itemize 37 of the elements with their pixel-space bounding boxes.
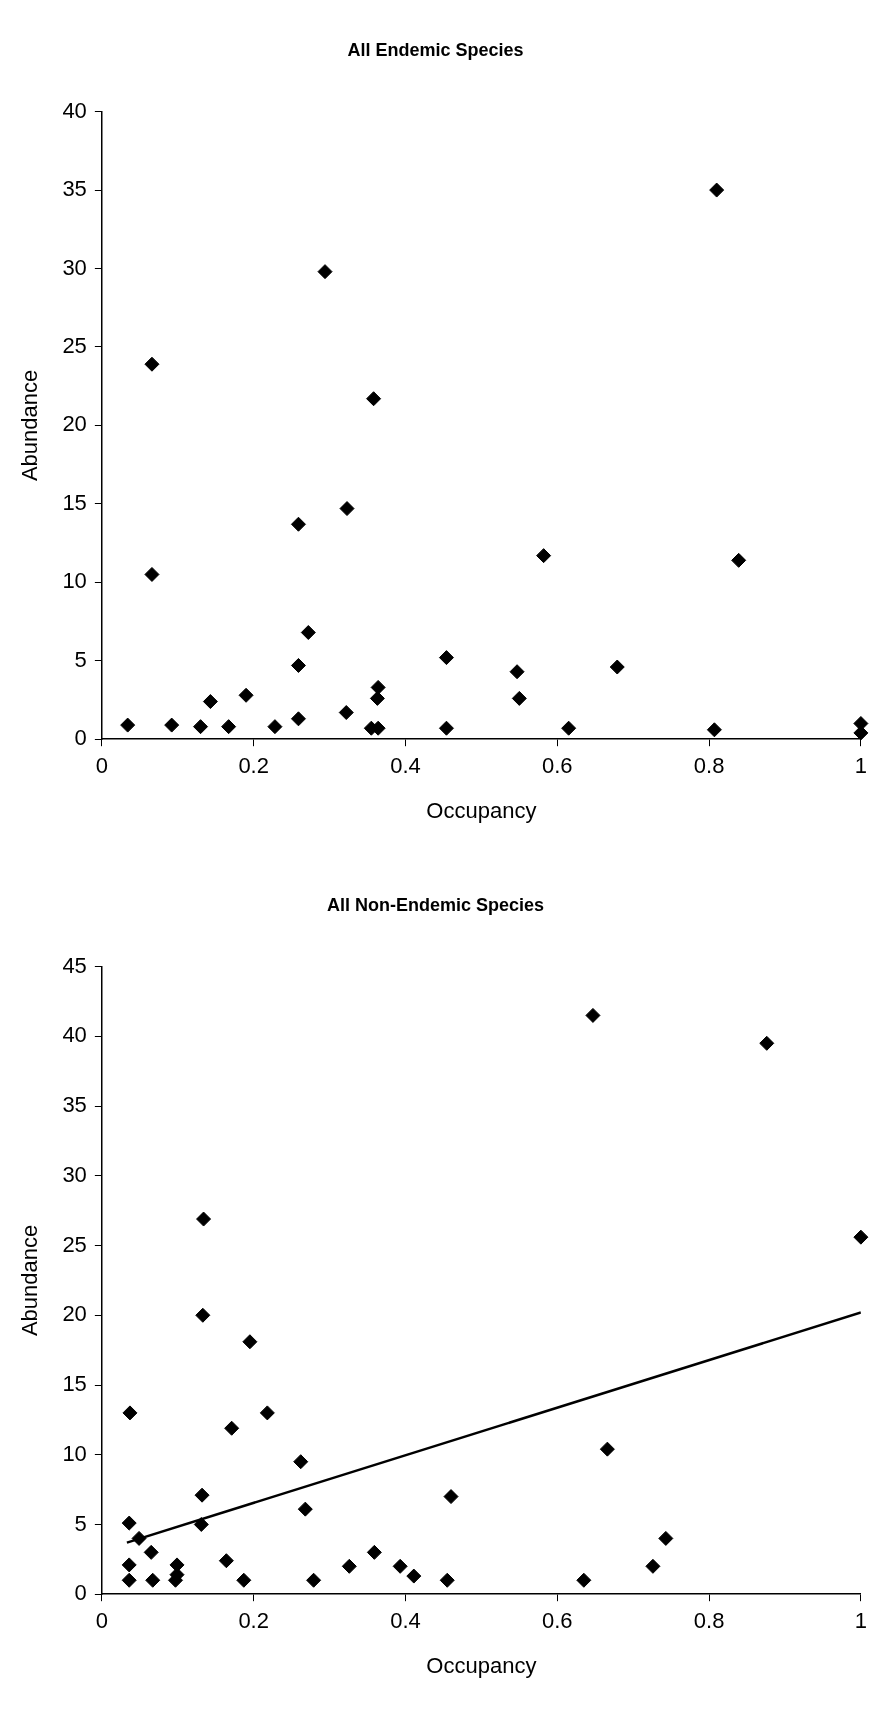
x-tick-label: 0.4 — [390, 753, 421, 779]
y-tick-label: 40 — [62, 1022, 87, 1048]
chart-title: All Non-Endemic Species — [326, 894, 545, 915]
y-tick-label: 40 — [62, 97, 87, 123]
x-tick-label: 0 — [95, 1608, 108, 1634]
x-tick-label: 0.2 — [238, 753, 269, 779]
y-tick-label: 45 — [62, 952, 87, 978]
y-tick-label: 30 — [62, 254, 87, 280]
y-tick-label: 10 — [62, 568, 87, 594]
y-tick-label: 5 — [74, 646, 87, 672]
y-tick-label: 30 — [62, 1161, 87, 1187]
y-tick-label: 25 — [62, 1231, 87, 1257]
y-axis-title: Abundance — [17, 369, 43, 482]
y-tick-label: 5 — [74, 1510, 87, 1536]
y-tick-label: 20 — [62, 411, 87, 437]
x-tick-label: 0.8 — [693, 753, 725, 779]
x-tick-label: 1 — [854, 1608, 868, 1634]
y-tick-label: 35 — [62, 1092, 87, 1118]
y-tick-label: 25 — [62, 333, 87, 359]
chart-title: All Endemic Species — [347, 39, 524, 60]
x-tick-label: 0.6 — [541, 1608, 573, 1634]
x-tick-label: 0.8 — [693, 1608, 725, 1634]
x-tick-label: 0 — [95, 753, 108, 779]
y-tick-label: 10 — [62, 1440, 87, 1466]
y-tick-label: 0 — [74, 725, 87, 751]
x-tick-label: 0.6 — [541, 753, 573, 779]
x-tick-label: 0.2 — [238, 1608, 269, 1634]
y-axis-title: Abundance — [17, 1224, 43, 1337]
y-tick-label: 15 — [62, 1371, 87, 1397]
x-tick-label: 0.4 — [390, 1608, 421, 1634]
y-tick-label: 0 — [74, 1580, 87, 1606]
y-tick-label: 15 — [62, 489, 87, 515]
x-axis-title: Occupancy — [426, 1652, 537, 1678]
y-tick-label: 20 — [62, 1301, 87, 1327]
x-axis-title: Occupancy — [426, 797, 537, 823]
y-tick-label: 35 — [62, 176, 87, 202]
x-tick-label: 1 — [854, 753, 868, 779]
